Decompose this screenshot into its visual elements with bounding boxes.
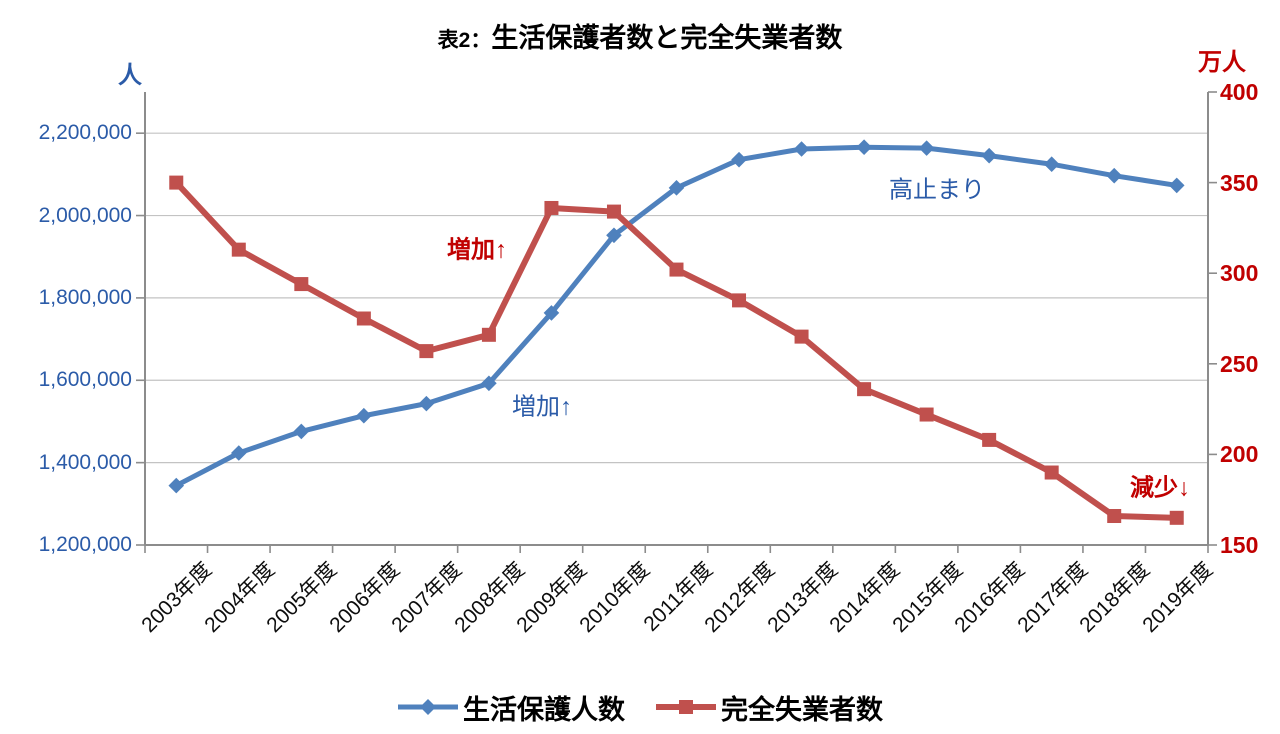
right-axis-tick-label: 150 xyxy=(1220,532,1259,558)
left-axis-tick-label: 2,000,000 xyxy=(38,203,132,227)
left-axis-unit-label: 人 xyxy=(118,62,142,89)
chart-title-main: 生活保護者数と完全失業者数 xyxy=(491,23,843,53)
legend: 生活保護人数 完全失業者数 xyxy=(0,686,1280,728)
right-axis-tick-label: 200 xyxy=(1220,441,1259,468)
right-axis-tick-label: 350 xyxy=(1220,169,1259,196)
left-axis-tick-label: 2,200,000 xyxy=(38,121,132,145)
left-axis-tick-label: 1,600,000 xyxy=(38,368,132,392)
left-axis-tick-label: 1,200,000 xyxy=(38,533,132,556)
legend-label-welfare: 生活保護人数 xyxy=(463,694,625,725)
right-axis-tick-label: 250 xyxy=(1220,350,1259,377)
legend-line-diamond-icon xyxy=(398,699,458,715)
legend-item-welfare: 生活保護人数 xyxy=(397,688,625,727)
right-axis-tick-label: 300 xyxy=(1220,260,1259,287)
annotation-plateau-blue: 高止まり xyxy=(889,176,985,204)
left-axis-tick-label: 1,400,000 xyxy=(38,450,132,474)
annotation-increase-red: 増加↑ xyxy=(447,236,507,264)
chart-title-prefix: 表2： xyxy=(437,29,492,52)
chart-title: 表2：生活保護者数と完全失業者数 xyxy=(0,16,1280,55)
left-axis-tick-label: 1,800,000 xyxy=(38,285,132,309)
annotation-increase-blue: 増加↑ xyxy=(512,393,572,421)
legend-label-unemployed: 完全失業者数 xyxy=(721,694,883,725)
axes-and-ticks xyxy=(136,91,1217,553)
legend-line-square-icon xyxy=(656,700,716,714)
right-axis-unit-label: 万人 xyxy=(1198,49,1246,76)
right-axis-tick-label: 400 xyxy=(1220,79,1259,105)
legend-item-unemployed: 完全失業者数 xyxy=(655,688,883,727)
series-lines-and-markers xyxy=(168,139,1185,525)
annotation-decrease-red: 減少↓ xyxy=(1130,474,1190,502)
